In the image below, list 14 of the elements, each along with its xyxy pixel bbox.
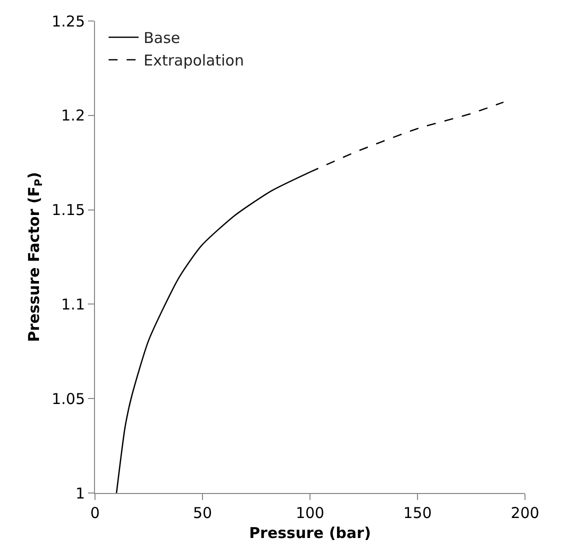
y-tick-label: 1.1: [61, 295, 85, 314]
x-tick-label: 100: [296, 504, 324, 522]
y-tick-label: 1.25: [52, 12, 85, 30]
x-tick-label: 200: [510, 504, 540, 522]
y-tick-label: 1.2: [61, 106, 85, 125]
y-tick-label: 1.05: [52, 390, 85, 408]
legend-label: Base: [144, 29, 180, 48]
legend-label: Extrapolation: [144, 52, 244, 70]
x-tick-label: 50: [192, 504, 212, 522]
x-tick-label: 150: [403, 504, 432, 522]
x-tick-label: 0: [90, 504, 100, 522]
y-tick-label: 1.15: [52, 201, 85, 220]
y-tick-label: 1: [75, 484, 85, 502]
x-axis-title: Pressure (bar): [249, 524, 371, 542]
